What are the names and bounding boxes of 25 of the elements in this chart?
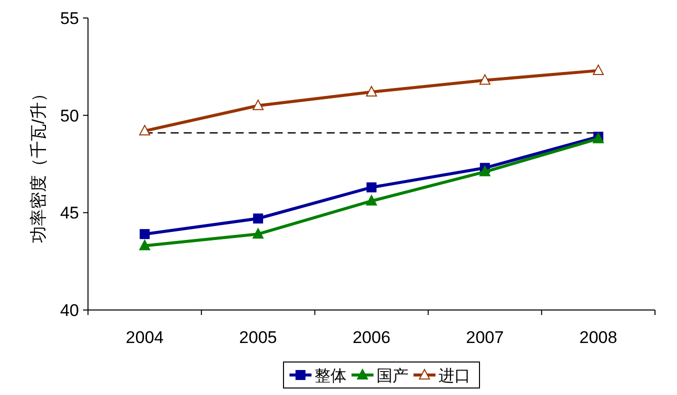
legend-label: 进口 xyxy=(438,367,470,385)
y-tick-label: 55 xyxy=(60,9,79,28)
x-tick-label: 2006 xyxy=(352,328,390,347)
y-tick-label: 50 xyxy=(60,106,79,126)
x-tick-label: 2008 xyxy=(579,328,618,347)
point xyxy=(139,124,150,136)
y-axis-title: 功率密度（千瓦/升） xyxy=(29,85,48,243)
point xyxy=(253,214,264,224)
x-tick-label: 2004 xyxy=(126,328,164,347)
x-tick-label: 2007 xyxy=(466,328,504,347)
y-tick-label: 45 xyxy=(60,204,79,223)
point xyxy=(140,229,150,240)
legend-label: 整体 xyxy=(314,368,346,385)
point xyxy=(592,64,604,76)
point xyxy=(366,182,376,192)
point xyxy=(252,100,264,110)
point xyxy=(479,74,490,85)
point xyxy=(139,240,150,250)
point xyxy=(366,194,377,206)
point xyxy=(252,228,264,239)
point xyxy=(366,86,377,96)
legend-label: 国产 xyxy=(376,367,408,385)
y-tick-label: 40 xyxy=(60,301,79,320)
x-tick-label: 2005 xyxy=(239,328,278,347)
point xyxy=(479,166,490,176)
